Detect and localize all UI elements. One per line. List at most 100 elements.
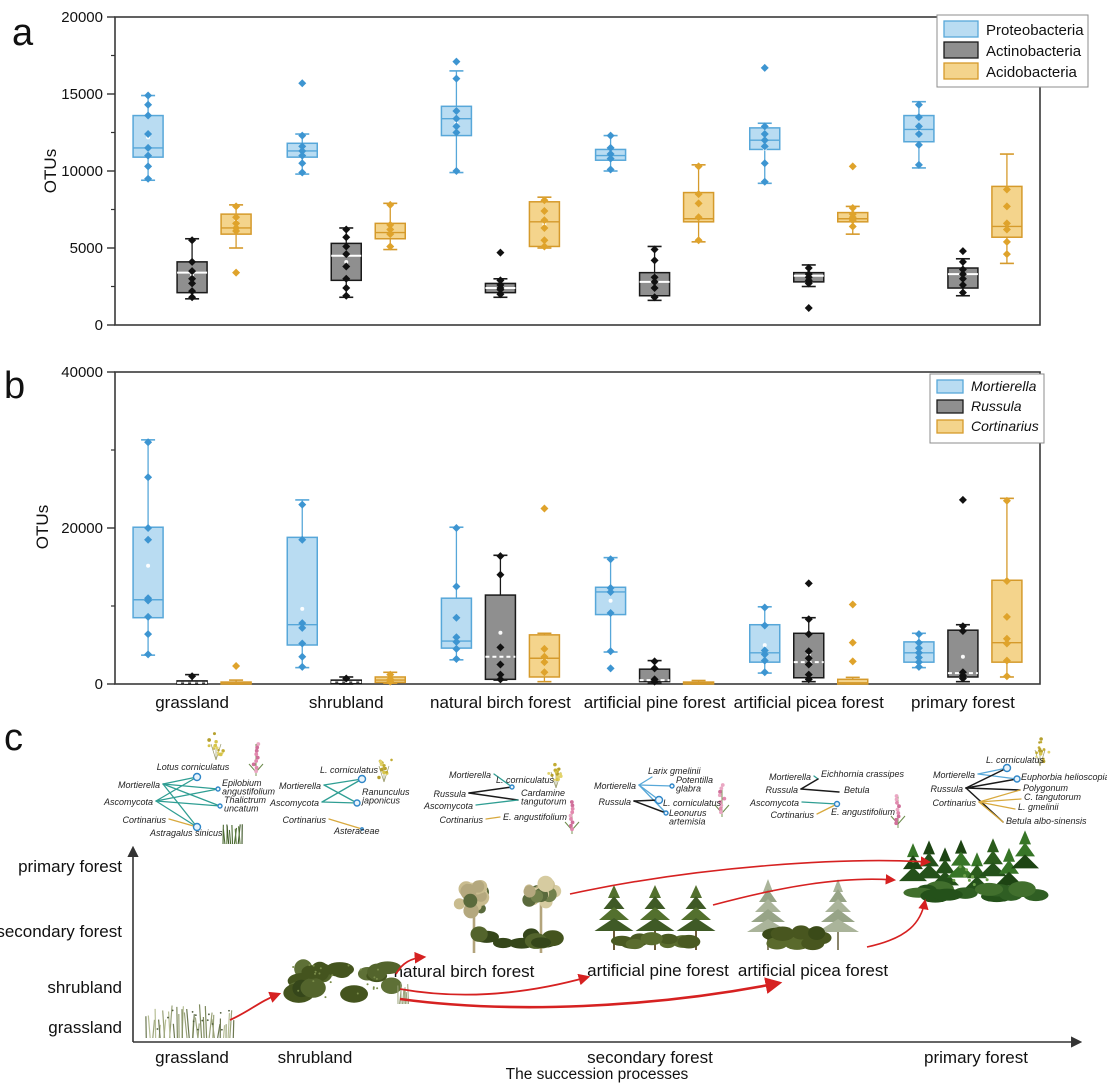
- x-category-label: grassland: [155, 693, 229, 712]
- data-point: [760, 650, 769, 659]
- grass-seed: [201, 1019, 204, 1022]
- network-node-label-Cardamine-tangutorum: Cardamine tangutorum: [521, 788, 567, 807]
- grass-seed: [191, 1011, 194, 1013]
- forest-tree: [983, 850, 1003, 865]
- flower-dot: [1047, 750, 1051, 754]
- data-point: [804, 264, 813, 273]
- shrub-speckle: [331, 974, 334, 977]
- flower-dot: [720, 783, 725, 787]
- grass-blade: [231, 825, 234, 845]
- data-point: [914, 113, 923, 122]
- flower-dot: [718, 789, 722, 794]
- forest-underbrush: [974, 882, 1004, 896]
- pine-canopy: [594, 918, 634, 931]
- understory-shrub: [470, 926, 488, 942]
- data-point: [540, 644, 549, 653]
- understory-shrub: [770, 926, 795, 941]
- data-point: [914, 100, 923, 109]
- data-point: [496, 643, 505, 652]
- network-node-label-Leonurus-artemisia: Leonurus artemisia: [669, 808, 707, 827]
- network-node-marker-Ranunculus-japonicus: [353, 799, 361, 807]
- outlier-point: [540, 504, 549, 513]
- data-point: [914, 648, 923, 657]
- flower-dot: [212, 732, 216, 736]
- data-point: [496, 670, 505, 679]
- data-point: [540, 223, 549, 232]
- picea-canopy: [751, 909, 785, 922]
- network-node-label-Ascomycota: Ascomycota: [749, 798, 799, 808]
- grass-blade: [226, 824, 230, 845]
- panel-c-succession-diagram: primary forest secondary forest shrubland g…: [0, 732, 1107, 1067]
- data-point: [694, 190, 703, 199]
- network-edge-Ascomycota-Thalictrum-uncatum: [155, 800, 221, 807]
- network-node-label-Cortinarius: Cortinarius: [932, 798, 976, 808]
- flower-dot: [254, 765, 259, 770]
- picea-canopy: [763, 879, 773, 892]
- data-point: [452, 74, 461, 83]
- flower-dot: [570, 806, 575, 811]
- box-Russula-natural birch forest: [484, 552, 517, 684]
- legend-label-Russula: Russula: [971, 398, 1022, 414]
- shrub-speckle: [376, 987, 379, 990]
- network-artificial-pine-forest: Mortierella Russula Larix gmeliniiPotentil…: [594, 766, 722, 827]
- grass-blade: [167, 1011, 171, 1039]
- grass-blade: [237, 826, 241, 845]
- flower-dot: [722, 796, 727, 801]
- network-edge-Cortinarius-C-tangutorum: [978, 798, 1022, 803]
- data-point: [144, 174, 153, 183]
- understory-shrub: [677, 934, 701, 949]
- forest-tree: [919, 852, 939, 867]
- flower-dot: [718, 806, 723, 811]
- shrub-clump: [301, 965, 322, 979]
- plot-area-b: 0 20000 40000 grassland shrubland natural bir…: [61, 364, 1045, 712]
- understory-shrub: [492, 937, 514, 949]
- data-point: [342, 291, 351, 300]
- network-natural-birch-forest: Mortierella Russula Ascomycota Cortinarius L…: [423, 770, 568, 825]
- shrub-clump: [380, 977, 402, 995]
- data-point: [342, 233, 351, 242]
- network-edge-Cortinarius-Asteraceae: [328, 818, 363, 830]
- flower-pink: [890, 794, 906, 828]
- forest-highlight: [963, 874, 967, 878]
- flower-green: [222, 824, 243, 845]
- data-point: [606, 131, 615, 140]
- flower-dot: [382, 764, 386, 767]
- vegetation-label-artificial-pine-forest: artificial pine forest: [587, 961, 729, 980]
- data-point: [452, 122, 461, 131]
- data-point: [144, 143, 153, 152]
- legend-label-Proteobacteria: Proteobacteria: [986, 22, 1084, 39]
- network-edge-Mortierella-Larix-gmelinii: [638, 776, 653, 786]
- data-point: [914, 638, 923, 647]
- shrub-clump: [367, 963, 387, 981]
- succession-arrow-shrubland-to-artificial-picea-forest: [399, 977, 783, 1009]
- data-point: [298, 619, 307, 628]
- flower-dot: [719, 810, 723, 815]
- network-edge-Mortierella-L-corniculatus: [493, 773, 513, 788]
- data-point: [958, 626, 967, 635]
- flower-dot: [1038, 751, 1043, 756]
- network-node-label-Cortinarius: Cortinarius: [770, 810, 814, 820]
- data-point: [760, 142, 769, 151]
- flower-dot: [894, 817, 899, 822]
- grass-blade: [162, 1010, 166, 1039]
- data-point: [1002, 656, 1011, 665]
- shrub-speckle: [312, 980, 315, 983]
- box-Russula-artificial pine forest: [638, 657, 671, 686]
- grass-seed: [167, 1016, 169, 1019]
- data-point: [760, 136, 769, 145]
- network-node-marker-Astragalus-sinicus: [192, 822, 202, 832]
- stage-y-label-secondary-forest: secondary forest: [0, 922, 122, 941]
- flower-dot: [719, 803, 724, 808]
- grass-blade: [172, 1023, 176, 1039]
- flower-dot: [214, 740, 218, 744]
- y-tick-label: 10000: [61, 163, 103, 180]
- data-point: [540, 658, 549, 667]
- network-edge-Russula-Betula: [800, 788, 840, 793]
- stage-x-label-shrubland: shrubland: [278, 1048, 353, 1067]
- data-point: [386, 200, 395, 209]
- vegetation-pine: [594, 885, 716, 950]
- flower-dot: [256, 742, 261, 746]
- panel-b-boxplot: 0 20000 40000 grassland shrubland natural bir…: [61, 364, 1045, 712]
- data-point: [496, 570, 505, 579]
